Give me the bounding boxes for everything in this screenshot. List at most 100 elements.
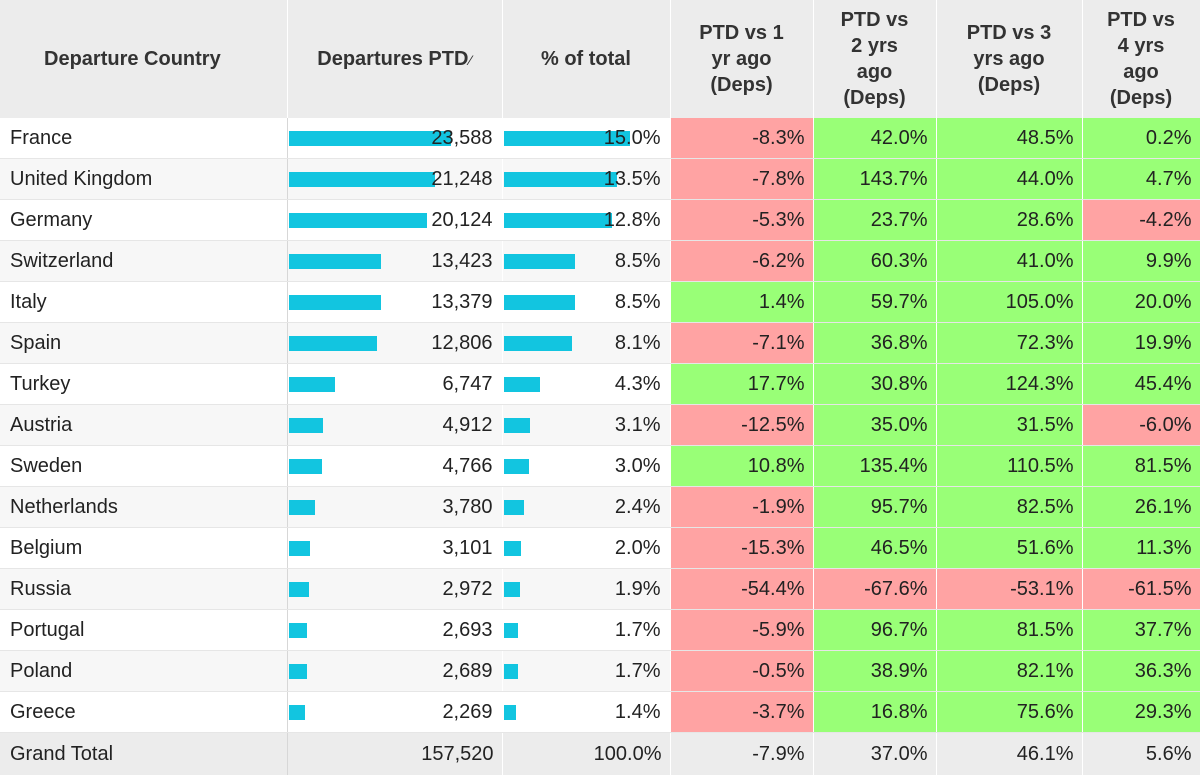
ptd-vs3-cell: 105.0% bbox=[936, 281, 1083, 323]
ptd-vs3-cell: 124.3% bbox=[936, 363, 1083, 405]
country-cell: Greece bbox=[0, 691, 288, 733]
ptd-vs4-cell: 19.9% bbox=[1082, 322, 1200, 364]
share-bar bbox=[503, 377, 540, 392]
share-cell-value: 1.4% bbox=[614, 701, 661, 723]
header-ptd-vs-3yrs[interactable]: PTD vs 3 yrs ago (Deps) bbox=[936, 0, 1083, 118]
departures-cell-value: 13,423 bbox=[431, 250, 493, 272]
share-cell: 1.7% bbox=[502, 650, 671, 692]
ptd-vs3-cell: 81.5% bbox=[936, 609, 1083, 651]
ptd-vs3-cell: 51.6% bbox=[936, 527, 1083, 569]
departures-cell: 13,423 bbox=[287, 240, 503, 282]
departures-bar bbox=[288, 377, 335, 392]
share-bar bbox=[503, 295, 575, 310]
share-cell-value: 1.7% bbox=[614, 619, 661, 641]
ptd-vs1-cell: -15.3% bbox=[670, 527, 814, 569]
sort-icon[interactable]: ⁄ bbox=[469, 51, 472, 68]
ptd-vs2-cell: 35.0% bbox=[813, 404, 937, 446]
share-bar bbox=[503, 582, 520, 597]
departures-bar bbox=[288, 254, 381, 269]
table-row[interactable]: Belgium 3,101 2.0% -15.3% 46.5% 51.6% 11.3% bbox=[0, 527, 1200, 569]
departures-bar bbox=[288, 336, 377, 351]
table-row[interactable]: United Kingdom 21,248 13.5% -7.8% 143.7% 44.0… bbox=[0, 158, 1200, 200]
table-row[interactable]: Sweden 4,766 3.0% 10.8% 135.4% 110.5% 81.5% bbox=[0, 445, 1200, 487]
table-row[interactable]: Austria 4,912 3.1% -12.5% 35.0% 31.5% -6.0% bbox=[0, 404, 1200, 446]
ptd-vs4-cell: 4.7% bbox=[1082, 158, 1200, 200]
share-cell-value: 3.0% bbox=[614, 455, 661, 477]
share-cell: 12.8% bbox=[502, 199, 671, 241]
departures-bar bbox=[288, 418, 323, 433]
header-row: Departure Country Departures PTD⁄ % of t… bbox=[0, 0, 1200, 118]
table-row[interactable]: Spain 12,806 8.1% -7.1% 36.8% 72.3% 19.9% bbox=[0, 322, 1200, 364]
country-cell: Russia bbox=[0, 568, 288, 610]
departures-cell-value: 3,780 bbox=[442, 496, 493, 518]
departures-cell: 23,588 bbox=[287, 118, 503, 159]
share-bar bbox=[503, 213, 612, 228]
share-bar bbox=[503, 705, 516, 720]
table-row[interactable]: Germany 20,124 12.8% -5.3% 23.7% 28.6% -4.2% bbox=[0, 199, 1200, 241]
grand-total-row: Grand Total 157,520 100.0% -7.9% 37.0% 4… bbox=[0, 732, 1200, 775]
share-cell: 4.3% bbox=[502, 363, 671, 405]
header-departures-ptd[interactable]: Departures PTD⁄ bbox=[287, 0, 503, 118]
share-cell: 8.5% bbox=[502, 240, 671, 282]
table-row[interactable]: Poland 2,689 1.7% -0.5% 38.9% 82.1% 36.3% bbox=[0, 650, 1200, 692]
ptd-vs1-cell: -7.1% bbox=[670, 322, 814, 364]
ptd-vs3-cell: 41.0% bbox=[936, 240, 1083, 282]
table-row[interactable]: France 23,588 15.0% -8.3% 42.0% 48.5% 0.2% bbox=[0, 118, 1200, 159]
share-cell-value: 3.1% bbox=[614, 414, 661, 436]
table-row[interactable]: Switzerland 13,423 8.5% -6.2% 60.3% 41.0% 9.9% bbox=[0, 240, 1200, 282]
departures-cell-value: 23,588 bbox=[431, 127, 493, 149]
departures-bar bbox=[288, 623, 307, 638]
departures-cell: 21,248 bbox=[287, 158, 503, 200]
country-cell: United Kingdom bbox=[0, 158, 288, 200]
table-row[interactable]: Italy 13,379 8.5% 1.4% 59.7% 105.0% 20.0% bbox=[0, 281, 1200, 323]
share-cell-value: 8.1% bbox=[614, 332, 661, 354]
share-bar bbox=[503, 623, 518, 638]
ptd-vs1-cell: 17.7% bbox=[670, 363, 814, 405]
country-cell: Switzerland bbox=[0, 240, 288, 282]
departures-cell: 20,124 bbox=[287, 199, 503, 241]
share-cell-value: 2.4% bbox=[614, 496, 661, 518]
header-ptd-vs-4yrs[interactable]: PTD vs 4 yrs ago (Deps) bbox=[1082, 0, 1200, 118]
table-row[interactable]: Portugal 2,693 1.7% -5.9% 96.7% 81.5% 37.7% bbox=[0, 609, 1200, 651]
departures-cell: 2,693 bbox=[287, 609, 503, 651]
ptd-vs4-cell: 26.1% bbox=[1082, 486, 1200, 528]
country-cell: Germany bbox=[0, 199, 288, 241]
share-bar bbox=[503, 254, 575, 269]
share-cell-value: 1.9% bbox=[614, 578, 661, 600]
share-cell: 2.0% bbox=[502, 527, 671, 569]
ptd-vs1-cell: -8.3% bbox=[670, 118, 814, 159]
ptd-vs4-cell: 9.9% bbox=[1082, 240, 1200, 282]
table-row[interactable]: Netherlands 3,780 2.4% -1.9% 95.7% 82.5% 26.1% bbox=[0, 486, 1200, 528]
departures-cell-value: 21,248 bbox=[431, 168, 493, 190]
departures-cell-value: 2,269 bbox=[442, 701, 493, 723]
share-cell: 15.0% bbox=[502, 118, 671, 159]
header-percent-of-total[interactable]: % of total bbox=[502, 0, 671, 118]
ptd-vs3-cell: 48.5% bbox=[936, 118, 1083, 159]
country-cell: Portugal bbox=[0, 609, 288, 651]
grand-total-label: Grand Total bbox=[0, 732, 288, 775]
country-cell: Belgium bbox=[0, 527, 288, 569]
ptd-vs4-cell: 29.3% bbox=[1082, 691, 1200, 733]
ptd-vs4-cell: 11.3% bbox=[1082, 527, 1200, 569]
country-cell: Austria bbox=[0, 404, 288, 446]
ptd-vs2-cell: 30.8% bbox=[813, 363, 937, 405]
header-ptd-vs-2yrs[interactable]: PTD vs 2 yrs ago (Deps) bbox=[813, 0, 937, 118]
share-cell: 13.5% bbox=[502, 158, 671, 200]
departures-cell-value: 4,912 bbox=[442, 414, 493, 436]
table-row[interactable]: Greece 2,269 1.4% -3.7% 16.8% 75.6% 29.3% bbox=[0, 691, 1200, 733]
departures-cell: 2,972 bbox=[287, 568, 503, 610]
header-departure-country[interactable]: Departure Country bbox=[0, 0, 288, 118]
ptd-vs2-cell: 95.7% bbox=[813, 486, 937, 528]
ptd-vs2-cell: 38.9% bbox=[813, 650, 937, 692]
departures-cell-value: 2,972 bbox=[442, 578, 493, 600]
ptd-vs1-cell: -7.8% bbox=[670, 158, 814, 200]
header-ptd-vs-1yr[interactable]: PTD vs 1 yr ago (Deps) bbox=[670, 0, 814, 118]
table-row[interactable]: Russia 2,972 1.9% -54.4% -67.6% -53.1% -61.5% bbox=[0, 568, 1200, 610]
ptd-vs2-cell: 96.7% bbox=[813, 609, 937, 651]
table-row[interactable]: Turkey 6,747 4.3% 17.7% 30.8% 124.3% 45.4% bbox=[0, 363, 1200, 405]
ptd-vs1-cell: -12.5% bbox=[670, 404, 814, 446]
ptd-vs2-cell: 36.8% bbox=[813, 322, 937, 364]
share-cell-value: 8.5% bbox=[614, 291, 661, 313]
departures-cell-value: 2,693 bbox=[442, 619, 493, 641]
